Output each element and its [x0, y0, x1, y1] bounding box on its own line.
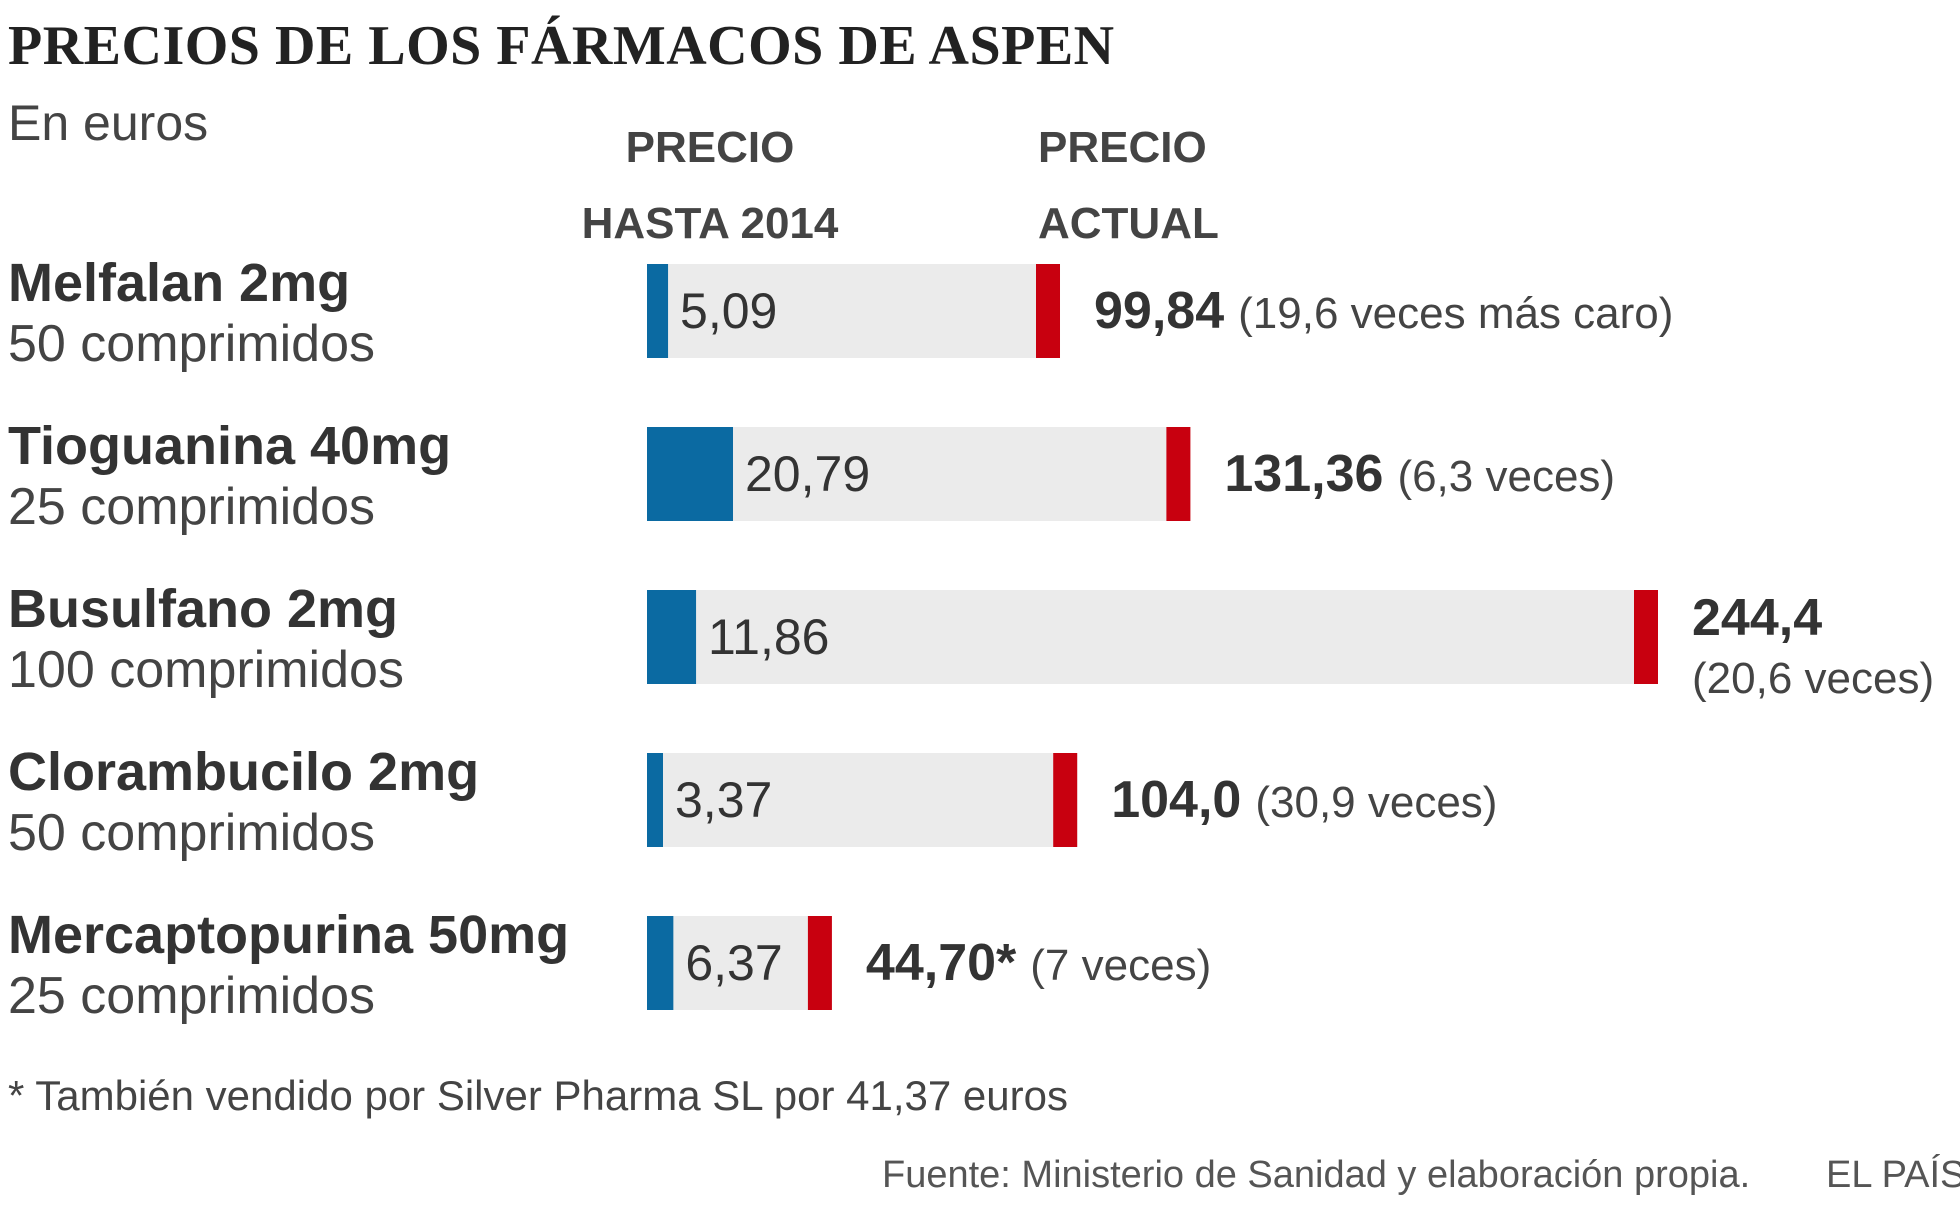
- row-0-package: 50 comprimidos: [8, 315, 376, 373]
- row-3-current-price-marker: [1053, 753, 1078, 847]
- row-2-old-price-bar: [647, 590, 697, 684]
- row-1-old-price-label: 20,79: [745, 446, 870, 502]
- row-4-current-price-label: 44,70*: [866, 934, 1017, 992]
- row-4-current-price-marker: [807, 916, 832, 1010]
- row-1-track: [647, 427, 1191, 521]
- column-header-old-price: PRECIO HASTA 2014: [581, 123, 839, 248]
- row-4-package: 25 comprimidos: [8, 967, 376, 1025]
- row-0-drug-name: Melfalan 2mg: [8, 253, 351, 313]
- row-4-current-price-group: 44,70* (7 veces): [866, 934, 1211, 992]
- row-2-package: 100 comprimidos: [8, 641, 404, 699]
- row-2-current-price-marker: [1634, 590, 1658, 684]
- publisher-credit: EL PAÍS: [1826, 1154, 1960, 1196]
- chart-subtitle: En euros: [8, 95, 209, 151]
- row-1-current-price-group: 131,36 (6,3 veces): [1224, 445, 1615, 503]
- chart-title: PRECIOS DE LOS FÁRMACOS DE ASPEN: [8, 15, 1115, 77]
- row-2-multiplier-note: (20,6 veces): [1692, 654, 1934, 703]
- row-1-old-price-bar: [647, 427, 734, 521]
- row-4-drug-name: Mercaptopurina 50mg: [8, 905, 570, 965]
- row-1-current-price-marker: [1166, 427, 1191, 521]
- row-0-current-price-label: 99,84: [1094, 282, 1224, 340]
- footnote: * También vendido por Silver Pharma SL p…: [8, 1072, 1068, 1119]
- row-3-multiplier-note: (30,9 veces): [1255, 778, 1497, 827]
- row-3-current-price-label: 104,0: [1111, 771, 1241, 829]
- row-4-old-price-bar: [647, 916, 674, 1010]
- row-2-drug-name: Busulfano 2mg: [8, 579, 399, 639]
- row-4-old-price-label: 6,37: [685, 935, 782, 991]
- row-3-old-price-bar: [647, 753, 663, 847]
- row-0-old-price-label: 5,09: [680, 283, 777, 339]
- row-2-current-price-label: 244,4: [1692, 589, 1822, 647]
- row-3-current-price-group: 104,0 (30,9 veces): [1111, 771, 1497, 829]
- row-0-current-price-marker: [1036, 264, 1061, 358]
- row-1-current-price-label: 131,36: [1224, 445, 1383, 503]
- row-4-track: [647, 916, 832, 1010]
- row-4-multiplier-note: (7 veces): [1030, 941, 1211, 990]
- row-0-track: [647, 264, 1061, 358]
- source-credit: Fuente: Ministerio de Sanidad y elaborac…: [882, 1154, 1751, 1196]
- row-2-old-price-label: 11,86: [708, 609, 829, 665]
- row-1-drug-name: Tioguanina 40mg: [8, 416, 452, 476]
- row-0-old-price-bar: [647, 264, 669, 358]
- column-header-current-price: PRECIO ACTUAL: [1038, 123, 1219, 248]
- row-0-current-price-group: 99,84 (19,6 veces más caro): [1094, 282, 1673, 340]
- row-3-old-price-label: 3,37: [675, 772, 772, 828]
- row-1-multiplier-note: (6,3 veces): [1397, 452, 1615, 501]
- row-0-multiplier-note: (19,6 veces más caro): [1238, 289, 1673, 338]
- row-3-track: [647, 753, 1078, 847]
- row-2-track: [647, 590, 1658, 684]
- row-3-package: 50 comprimidos: [8, 804, 376, 862]
- row-2-current-price-group: 244,4 (20,6 veces): [1692, 589, 1934, 703]
- row-3-drug-name: Clorambucilo 2mg: [8, 742, 480, 802]
- row-1-package: 25 comprimidos: [8, 478, 376, 536]
